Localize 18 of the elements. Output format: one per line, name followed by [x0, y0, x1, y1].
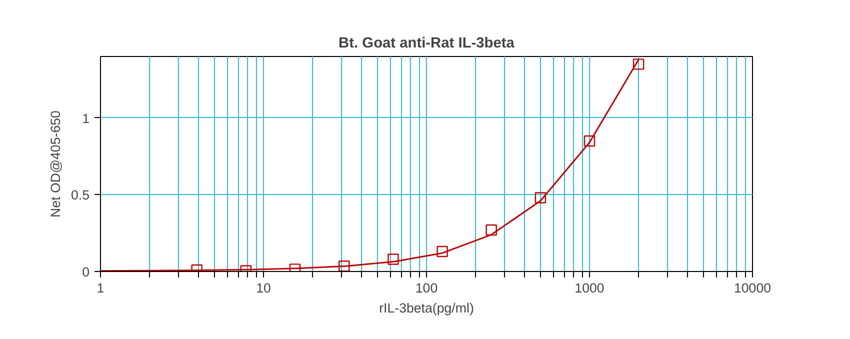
- x-tick-label: 10000: [734, 280, 772, 296]
- point: [486, 224, 497, 236]
- point: [388, 254, 399, 265]
- y-axis-title: Net OD@405-650: [48, 110, 63, 218]
- y-tick-label: 1: [82, 110, 90, 126]
- y-tick-label: 0: [82, 264, 90, 280]
- x-tick-label: 1000: [574, 280, 604, 296]
- chart-title: Bt. Goat anti-Rat IL-3beta: [338, 36, 516, 52]
- y-tick-label: 0.5: [70, 188, 90, 203]
- x-axis-title: rIL-3beta(pg/ml): [379, 300, 474, 316]
- x-tick-label: 10: [256, 280, 271, 296]
- point: [584, 135, 596, 147]
- point: [632, 58, 644, 70]
- x-tick-label: 1: [96, 280, 104, 296]
- point: [534, 192, 546, 204]
- point: [338, 260, 350, 272]
- point: [436, 246, 448, 258]
- x-tick-label: 100: [415, 280, 438, 296]
